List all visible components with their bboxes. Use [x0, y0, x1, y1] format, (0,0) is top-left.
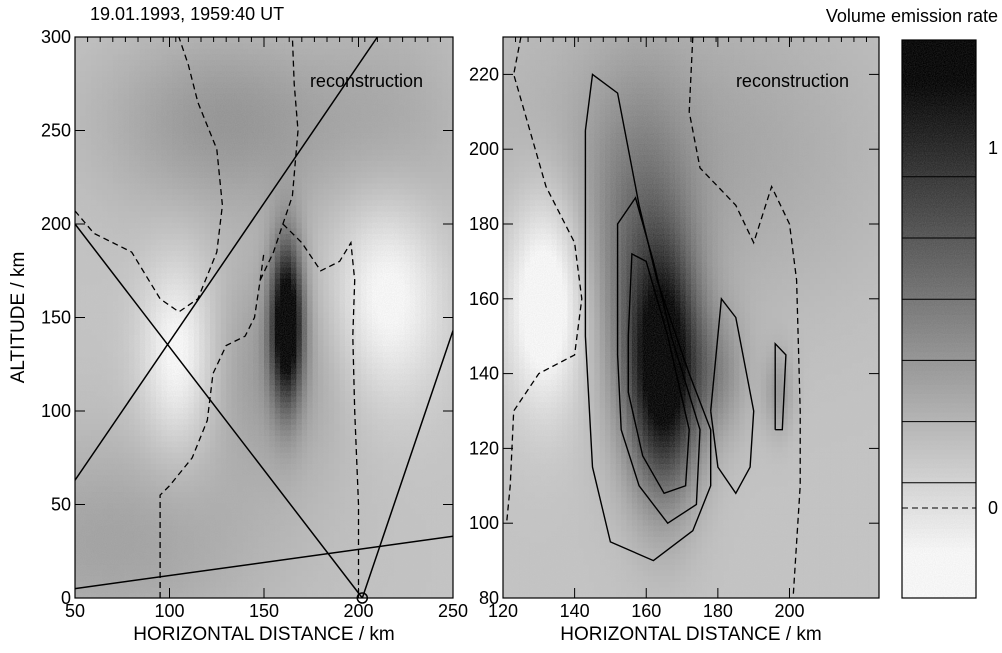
y-tick-label: 50 — [51, 495, 71, 515]
emission-contour — [710, 296, 755, 495]
left-panel: 50 100 150 200 250050100150200250300HORIZONT… — [8, 27, 468, 645]
y-tick-label: 200 — [41, 214, 71, 234]
zero-contour — [159, 252, 265, 598]
right-panel: 120 140 160 180 200 80 100 120 140 160 180 200 220 HO… — [469, 36, 880, 645]
sight-line — [75, 223, 363, 598]
sight-line — [75, 535, 453, 590]
y-axis-title: ALTITUDE / km — [8, 252, 29, 384]
colorbar-tick-label: 1 — [988, 138, 998, 158]
heatmap-field — [503, 37, 879, 598]
colorbar-tick-label: 0 — [988, 498, 998, 518]
sight-line — [361, 330, 453, 598]
x-tick-label: 120 — [488, 601, 518, 621]
y-tick-label: 250 — [41, 121, 71, 141]
y-tick-label: 120 — [469, 438, 499, 458]
x-axis-title: HORIZONTAL DISTANCE / km — [133, 624, 394, 645]
x-tick-label: 140 — [560, 601, 590, 621]
heatmap-field — [75, 37, 453, 598]
y-tick-label: 220 — [469, 64, 499, 84]
y-tick-label: 200 — [469, 139, 499, 159]
panel-annotation: reconstruction — [310, 71, 423, 91]
y-tick-label: 0 — [61, 588, 71, 608]
heatmap-texture — [75, 37, 453, 598]
y-tick-label: 150 — [41, 308, 71, 328]
zero-contour — [505, 37, 583, 524]
x-tick-label: 200 — [774, 601, 804, 621]
y-tick-label: 160 — [469, 289, 499, 309]
overlay-lines — [75, 37, 453, 598]
emission-contour — [774, 341, 787, 431]
y-tick-label: 100 — [41, 401, 71, 421]
colorbar-texture — [902, 40, 976, 598]
colorbar-title: Volume emission rate — [826, 6, 998, 26]
heatmap-texture — [503, 37, 879, 598]
x-axis-title: HORIZONTAL DISTANCE / km — [560, 624, 821, 645]
overlay-lines — [505, 37, 801, 598]
y-tick-label: 100 — [469, 513, 499, 533]
x-tick-label: 200 — [343, 601, 373, 621]
x-tick-label: 160 — [631, 601, 661, 621]
x-tick-label: 50 — [65, 601, 85, 621]
x-tick-label: 100 — [154, 601, 184, 621]
panel-annotation: reconstruction — [736, 71, 849, 91]
y-tick-label: 180 — [469, 214, 499, 234]
zero-contour — [282, 223, 360, 598]
zero-contour — [75, 37, 224, 313]
x-tick-label: 150 — [249, 601, 279, 621]
emission-contour — [616, 196, 701, 525]
zero-contour — [688, 37, 801, 598]
timestamp-label: 19.01.1993, 1959:40 UT — [90, 4, 284, 24]
y-tick-label: 300 — [41, 27, 71, 47]
sight-line — [75, 37, 379, 481]
emission-contour — [584, 73, 712, 562]
x-tick-label: 250 — [438, 601, 468, 621]
x-tick-label: 180 — [703, 601, 733, 621]
y-tick-label: 80 — [479, 588, 499, 608]
colorbar: 10 — [901, 39, 998, 599]
zero-contour — [259, 37, 299, 281]
colorbar-frame — [901, 39, 977, 599]
emission-contour — [627, 252, 690, 495]
y-tick-label: 140 — [469, 364, 499, 384]
